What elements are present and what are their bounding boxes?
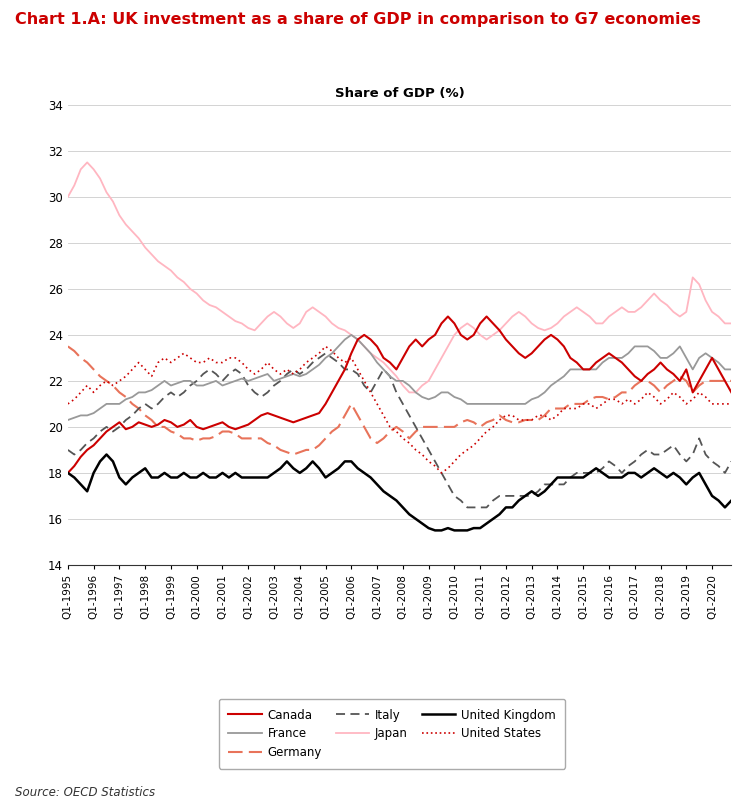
United Kingdom xyxy=(63,468,72,478)
Germany xyxy=(256,433,265,443)
United States xyxy=(321,341,330,351)
Canada xyxy=(443,312,452,321)
Italy xyxy=(63,445,72,455)
Line: United Kingdom: United Kingdom xyxy=(68,454,731,530)
France xyxy=(256,371,265,381)
Canada xyxy=(256,411,265,420)
United States xyxy=(727,399,736,408)
France xyxy=(398,376,407,386)
United States xyxy=(682,399,691,408)
Canada xyxy=(63,468,72,478)
Italy xyxy=(83,438,92,448)
Japan xyxy=(89,165,98,174)
Japan xyxy=(83,157,92,167)
Germany xyxy=(727,376,736,386)
Canada xyxy=(83,445,92,455)
Italy xyxy=(231,365,240,374)
United Kingdom xyxy=(727,495,736,505)
Line: Canada: Canada xyxy=(68,316,731,473)
United States xyxy=(256,365,265,374)
Japan xyxy=(63,192,72,202)
United Kingdom xyxy=(83,487,92,496)
Japan xyxy=(398,381,407,391)
France xyxy=(63,415,72,424)
Japan xyxy=(238,319,247,328)
United Kingdom xyxy=(682,479,691,489)
Canada xyxy=(727,387,736,397)
Japan xyxy=(714,312,723,321)
Japan xyxy=(682,307,691,316)
Germany xyxy=(707,376,716,386)
United States xyxy=(714,399,723,408)
Line: Japan: Japan xyxy=(68,162,731,392)
Canada xyxy=(676,376,685,386)
Germany xyxy=(398,427,407,437)
United Kingdom xyxy=(238,473,247,483)
United Kingdom xyxy=(714,495,723,505)
Text: Source: OECD Statistics: Source: OECD Statistics xyxy=(15,786,155,799)
France xyxy=(347,330,356,340)
Canada xyxy=(707,353,716,363)
Italy xyxy=(321,349,330,358)
France xyxy=(707,353,716,363)
France xyxy=(676,341,685,351)
Italy xyxy=(398,399,407,408)
Text: Chart 1.A: UK investment as a share of GDP in comparison to G7 economies: Chart 1.A: UK investment as a share of G… xyxy=(15,12,701,27)
Italy xyxy=(714,461,723,470)
Line: Italy: Italy xyxy=(68,353,731,508)
Germany xyxy=(83,358,92,367)
Canada xyxy=(231,424,240,434)
Germany xyxy=(676,371,685,381)
Italy xyxy=(256,392,265,402)
Japan xyxy=(263,312,272,321)
United Kingdom xyxy=(431,525,440,535)
United States xyxy=(437,468,446,478)
France xyxy=(83,411,92,420)
France xyxy=(231,376,240,386)
United States xyxy=(231,353,240,363)
Japan xyxy=(405,387,414,397)
Italy xyxy=(463,503,472,512)
Title: Share of GDP (%): Share of GDP (%) xyxy=(335,86,464,99)
Italy xyxy=(727,457,736,466)
Line: France: France xyxy=(68,335,731,420)
Legend: Canada, France, Germany, Italy, Japan, United Kingdom, United States: Canada, France, Germany, Italy, Japan, U… xyxy=(219,699,566,769)
Germany xyxy=(289,449,298,459)
France xyxy=(727,365,736,374)
United Kingdom xyxy=(102,449,111,459)
United States xyxy=(63,399,72,408)
Germany xyxy=(231,429,240,439)
United Kingdom xyxy=(398,503,407,512)
Line: United States: United States xyxy=(68,346,731,473)
United Kingdom xyxy=(263,473,272,483)
United States xyxy=(398,433,407,443)
Japan xyxy=(727,319,736,328)
Line: Germany: Germany xyxy=(68,346,731,454)
Canada xyxy=(392,365,401,374)
Italy xyxy=(682,457,691,466)
Germany xyxy=(63,341,72,351)
United States xyxy=(83,381,92,391)
